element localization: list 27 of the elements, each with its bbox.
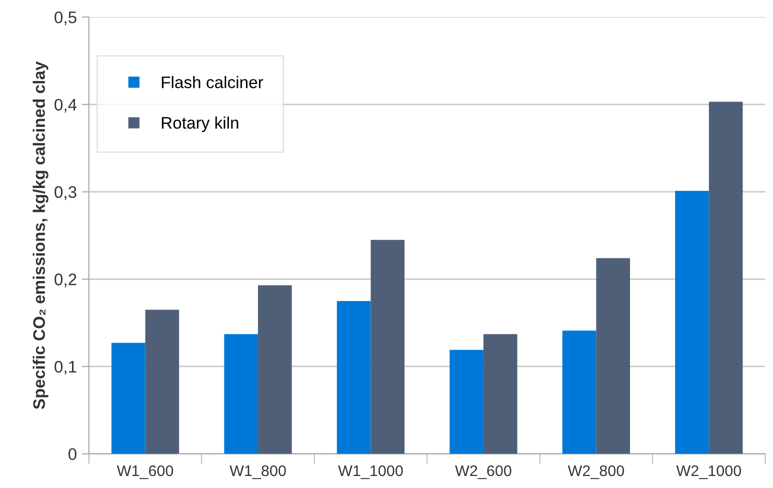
legend-label: Flash calciner — [162, 76, 264, 88]
y-tick-label: 0,2 — [54, 274, 76, 288]
bar — [562, 330, 596, 454]
bar — [675, 190, 709, 454]
bar — [145, 310, 180, 454]
x-tick-label: W2_800 — [568, 465, 624, 480]
bar — [708, 102, 743, 454]
x-tick-label: W1_600 — [116, 465, 174, 480]
x-tick-label: W2_600 — [455, 465, 512, 480]
y-tick-label: 0,5 — [54, 11, 76, 26]
y-tick-label: 0,3 — [54, 186, 76, 200]
bar — [596, 258, 630, 454]
x-tick-label: W1_1000 — [338, 465, 403, 480]
x-tick-label: W2_1000 — [676, 465, 742, 480]
y-tick-label: 0 — [68, 448, 76, 460]
bar — [370, 240, 405, 454]
bar — [483, 334, 518, 454]
bar — [450, 350, 484, 454]
x-tick-label: W1_800 — [230, 465, 286, 480]
bar — [224, 334, 258, 454]
legend-label: Rotary kiln — [162, 116, 238, 132]
bar — [258, 285, 292, 454]
y-tick-label: 0,1 — [54, 360, 76, 375]
bar — [336, 300, 371, 454]
bar — [111, 342, 146, 454]
y-axis-title: Specific CO₂ emissions, kg/kg calcined clay — [32, 61, 48, 410]
y-tick-label: 0,4 — [54, 98, 77, 113]
